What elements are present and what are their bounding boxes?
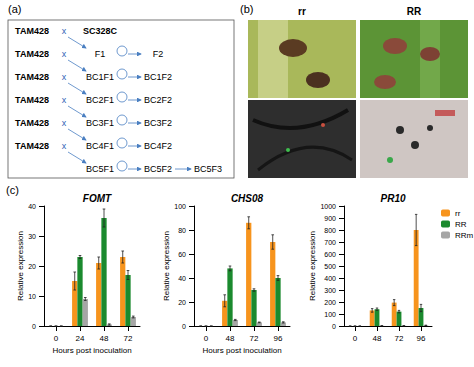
svg-text:0: 0: [182, 323, 186, 330]
svg-text:40: 40: [28, 203, 36, 210]
svg-text:TAM428: TAM428: [15, 49, 49, 59]
svg-text:BC1F1: BC1F1: [86, 72, 114, 82]
svg-text:400: 400: [324, 275, 336, 282]
svg-text:TAM428: TAM428: [15, 118, 49, 128]
svg-text:x: x: [62, 95, 67, 105]
svg-text:100: 100: [174, 203, 186, 210]
svg-text:20: 20: [178, 299, 186, 306]
svg-text:CHS08: CHS08: [231, 193, 264, 204]
svg-text:BC5F1: BC5F1: [86, 164, 114, 174]
svg-text:PR10: PR10: [380, 193, 405, 204]
svg-text:1000: 1000: [320, 203, 336, 210]
svg-text:600: 600: [324, 251, 336, 258]
svg-text:x: x: [62, 49, 67, 59]
svg-text:RRm: RRm: [455, 231, 474, 240]
svg-text:RR: RR: [407, 6, 422, 17]
svg-text:10: 10: [28, 293, 36, 300]
html-text:(c): (c): [6, 184, 19, 196]
svg-text:0: 0: [32, 323, 36, 330]
svg-text:BC3F2: BC3F2: [144, 118, 172, 128]
svg-text:x: x: [62, 118, 67, 128]
svg-text:F2: F2: [153, 49, 164, 59]
svg-text:Relative expression: Relative expression: [162, 231, 171, 301]
svg-text:BC2F2: BC2F2: [144, 95, 172, 105]
svg-text:800: 800: [324, 227, 336, 234]
svg-text:x: x: [62, 26, 67, 36]
svg-text:(a): (a): [8, 3, 21, 15]
svg-text:BC4F1: BC4F1: [86, 141, 114, 151]
svg-text:72: 72: [250, 334, 259, 343]
svg-text:rr: rr: [298, 6, 306, 17]
svg-text:BC5F2: BC5F2: [144, 164, 172, 174]
svg-text:x: x: [62, 141, 67, 151]
svg-text:200: 200: [324, 299, 336, 306]
svg-text:BC2F1: BC2F1: [86, 95, 114, 105]
svg-text:BC4F2: BC4F2: [144, 141, 172, 151]
svg-text:500: 500: [324, 263, 336, 270]
svg-text:Relative expression: Relative expression: [16, 231, 25, 301]
svg-text:rr: rr: [455, 209, 461, 218]
svg-text:40: 40: [178, 275, 186, 282]
svg-text:F1: F1: [95, 49, 106, 59]
svg-text:96: 96: [274, 334, 283, 343]
svg-text:(b): (b): [240, 3, 253, 15]
svg-text:900: 900: [324, 215, 336, 222]
svg-text:Relative expression: Relative expression: [308, 231, 317, 301]
svg-text:RR: RR: [455, 220, 467, 229]
svg-text:TAM428: TAM428: [15, 95, 49, 105]
svg-text:BC5F3: BC5F3: [194, 164, 222, 174]
svg-text:TAM428: TAM428: [15, 26, 49, 36]
svg-text:Hours post inoculation: Hours post inoculation: [202, 346, 281, 355]
svg-text:20: 20: [28, 263, 36, 270]
svg-text:48: 48: [373, 334, 382, 343]
svg-text:700: 700: [324, 239, 336, 246]
svg-text:72: 72: [395, 334, 404, 343]
svg-text:72: 72: [124, 334, 133, 343]
svg-text:x: x: [62, 72, 67, 82]
svg-text:0: 0: [332, 323, 336, 330]
svg-text:100: 100: [324, 311, 336, 318]
svg-text:0: 0: [353, 334, 358, 343]
svg-text:0: 0: [54, 334, 59, 343]
svg-text:BC3F1: BC3F1: [86, 118, 114, 128]
svg-text:BC1F2: BC1F2: [144, 72, 172, 82]
svg-text:96: 96: [417, 334, 426, 343]
svg-text:0: 0: [204, 334, 209, 343]
svg-text:24: 24: [76, 334, 85, 343]
svg-text:300: 300: [324, 287, 336, 294]
svg-text:SC328C: SC328C: [83, 26, 118, 36]
svg-text:TAM428: TAM428: [15, 141, 49, 151]
svg-text:80: 80: [178, 227, 186, 234]
svg-text:48: 48: [226, 334, 235, 343]
svg-text:Hours post inoculation: Hours post inoculation: [52, 346, 131, 355]
svg-text:FOMT: FOMT: [83, 193, 112, 204]
svg-text:60: 60: [178, 251, 186, 258]
svg-text:48: 48: [100, 334, 109, 343]
svg-text:TAM428: TAM428: [15, 72, 49, 82]
svg-text:30: 30: [28, 233, 36, 240]
